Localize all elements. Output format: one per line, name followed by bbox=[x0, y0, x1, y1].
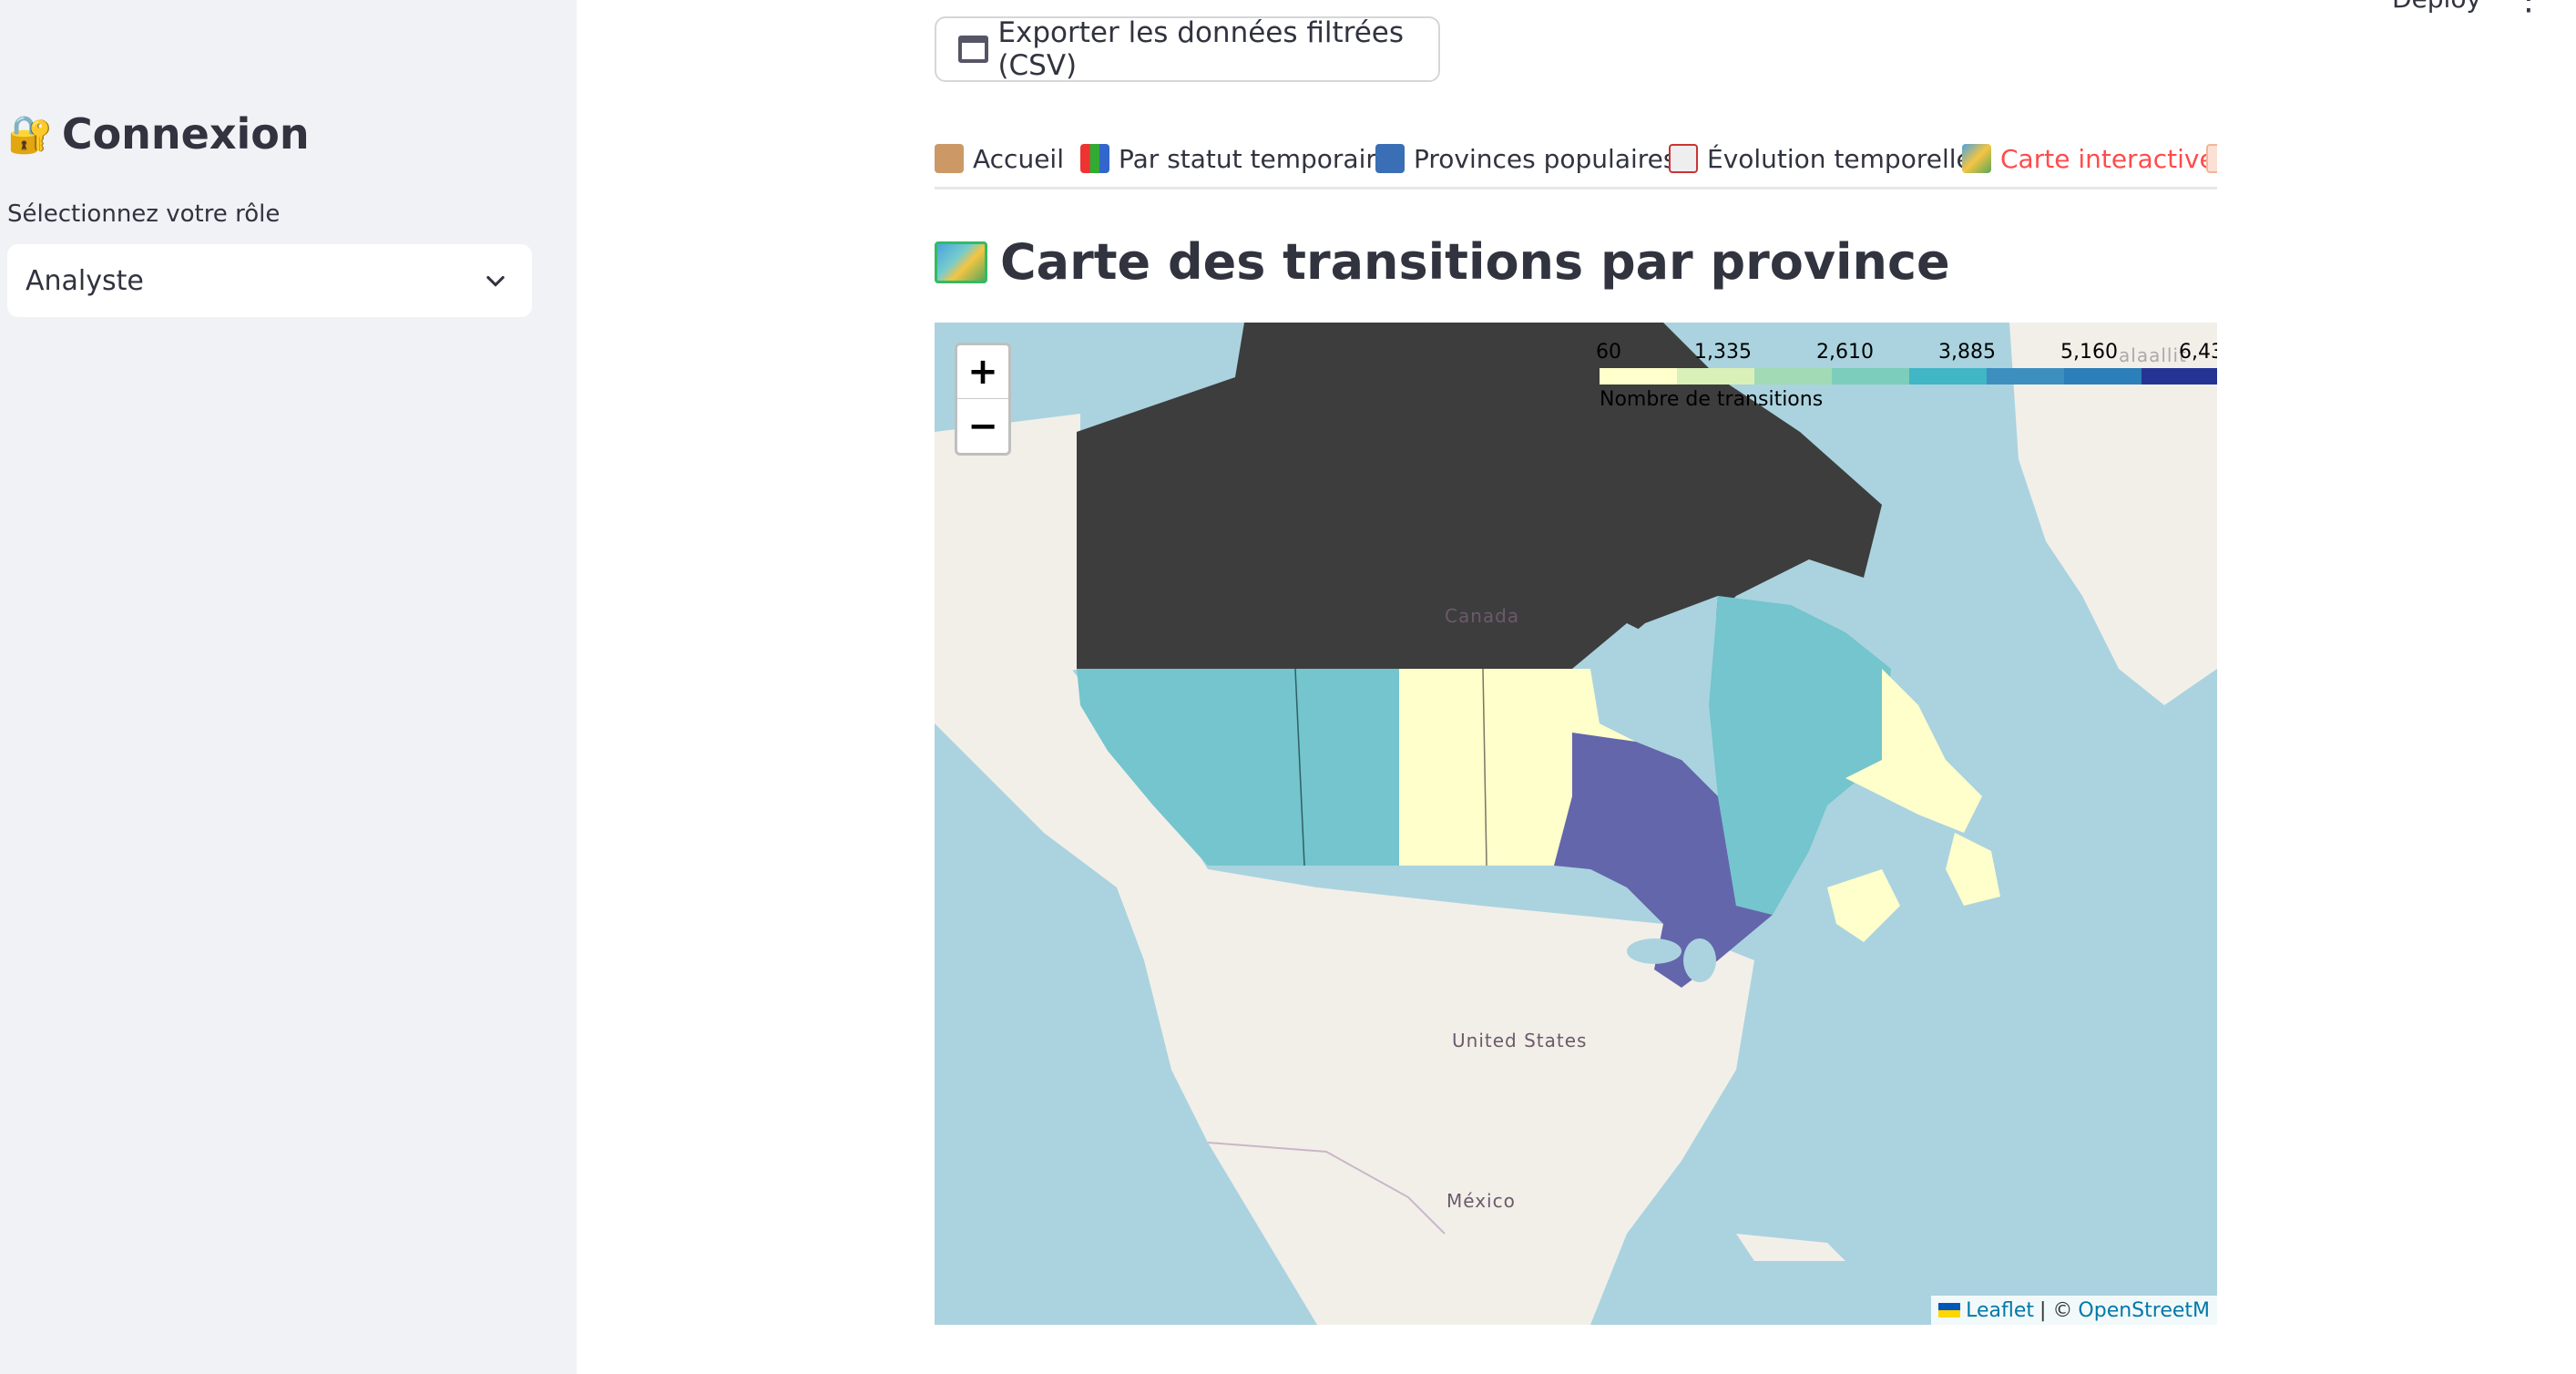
legend-color-bar bbox=[1600, 368, 2217, 385]
label-greenland-fragment: alaallit bbox=[2119, 344, 2187, 366]
role-select[interactable]: Analyste bbox=[7, 244, 532, 317]
legend-swatch bbox=[1832, 368, 1909, 385]
territories-region bbox=[1077, 323, 1882, 669]
sidebar: 🔐 Connexion Sélectionnez votre rôle Anal… bbox=[0, 0, 577, 1374]
login-title-text: Connexion bbox=[61, 109, 310, 159]
page-heading: Carte des transitions par province bbox=[935, 233, 1950, 291]
tab-evolution-label: Évolution temporelle bbox=[1707, 143, 1972, 174]
tab-provinces-populaires[interactable]: Provinces populaires bbox=[1375, 128, 1677, 187]
legend-swatch bbox=[1600, 368, 1677, 385]
legend-swatch bbox=[1677, 368, 1754, 385]
legend-swatch bbox=[1909, 368, 1987, 385]
zoom-in-button[interactable]: + bbox=[957, 345, 1008, 399]
ukraine-flag-icon bbox=[1938, 1303, 1961, 1318]
newfoundland-region bbox=[1946, 833, 2000, 906]
label-mexico: México bbox=[1446, 1190, 1516, 1212]
us-mexico-border bbox=[1207, 1142, 1446, 1235]
prairies-region bbox=[1399, 669, 1636, 866]
tab-carte-label: Carte interactive bbox=[2000, 143, 2215, 174]
map-icon bbox=[1962, 144, 1991, 173]
role-label: Sélectionnez votre rôle bbox=[7, 200, 281, 228]
tab-accueil-label: Accueil bbox=[973, 143, 1064, 174]
map-canvas bbox=[935, 323, 2217, 1325]
export-csv-button[interactable]: Exporter les données filtrées (CSV) bbox=[935, 16, 1440, 82]
bar-chart-icon bbox=[1080, 144, 1109, 173]
role-select-value: Analyste bbox=[26, 264, 144, 297]
line-chart-icon bbox=[1669, 144, 1698, 173]
city-icon bbox=[1375, 144, 1405, 173]
legend-swatch bbox=[2064, 368, 2142, 385]
legend-tick: 2,610 bbox=[1816, 341, 1874, 364]
legend-tick: 6,43 bbox=[2179, 341, 2217, 364]
label-canada: Canada bbox=[1445, 605, 1520, 627]
overflow-tab-icon bbox=[2206, 144, 2217, 173]
house-icon bbox=[935, 144, 964, 173]
interactive-map[interactable]: Canada United States México alaallit + −… bbox=[935, 323, 2217, 1325]
leaflet-link[interactable]: Leaflet bbox=[1966, 1298, 2034, 1322]
legend-tick: 5,160 bbox=[2060, 341, 2118, 364]
tab-provinces-label: Provinces populaires bbox=[1414, 143, 1677, 174]
map-attribution: Leaflet | © OpenStreetM bbox=[1931, 1296, 2217, 1325]
north-america-land bbox=[935, 432, 1754, 1325]
zoom-out-button[interactable]: − bbox=[967, 405, 998, 447]
arctic-islands bbox=[1317, 323, 1445, 423]
legend-swatch bbox=[2142, 368, 2217, 385]
tab-bar: Accueil Par statut temporaire Provinces … bbox=[935, 128, 2217, 190]
legend-caption: Nombre de transitions bbox=[1600, 388, 1824, 411]
openstreetmap-link[interactable]: OpenStreetM bbox=[2078, 1298, 2210, 1322]
tab-overflow[interactable] bbox=[2206, 128, 2217, 187]
zoom-control: + − bbox=[955, 343, 1011, 456]
deploy-button[interactable]: Deploy bbox=[2392, 0, 2481, 14]
hudson-bay-water bbox=[1590, 596, 1718, 760]
legend-swatch bbox=[1987, 368, 2064, 385]
labrador-region bbox=[1845, 669, 1982, 833]
legend-tick: 60 bbox=[1596, 341, 1621, 364]
tab-par-statut-label: Par statut temporaire bbox=[1119, 143, 1392, 174]
legend-swatch bbox=[1754, 368, 1832, 385]
more-menu-icon[interactable]: ⋮ bbox=[2512, 0, 2545, 17]
tab-accueil[interactable]: Accueil bbox=[935, 128, 1064, 187]
export-csv-label: Exporter les données filtrées (CSV) bbox=[997, 16, 1405, 82]
world-map-icon bbox=[935, 241, 987, 283]
tab-evolution-temporelle[interactable]: Évolution temporelle bbox=[1669, 128, 1972, 187]
maritimes-region bbox=[1827, 869, 1900, 942]
login-title: 🔐 Connexion bbox=[7, 109, 310, 159]
tab-carte-interactive[interactable]: Carte interactive bbox=[1962, 128, 2215, 187]
legend-ticks: 60 1,335 2,610 3,885 5,160 6,43 bbox=[1596, 341, 2217, 364]
attribution-separator: | © bbox=[2039, 1298, 2073, 1322]
legend-tick: 3,885 bbox=[1938, 341, 1996, 364]
tab-par-statut[interactable]: Par statut temporaire bbox=[1080, 128, 1392, 187]
alaska-land bbox=[935, 414, 1080, 687]
map-legend: 60 1,335 2,610 3,885 5,160 6,43 Nombre d… bbox=[1596, 341, 2217, 411]
bc-alberta-region bbox=[1077, 669, 1399, 866]
chevron-down-icon bbox=[486, 275, 505, 287]
legend-tick: 1,335 bbox=[1694, 341, 1752, 364]
lock-icon: 🔐 bbox=[7, 113, 53, 156]
quebec-region bbox=[1709, 596, 1891, 915]
page-heading-text: Carte des transitions par province bbox=[1000, 233, 1950, 291]
greenland-land bbox=[2009, 323, 2217, 705]
label-united-states: United States bbox=[1452, 1030, 1588, 1051]
caribbean-land bbox=[1736, 1234, 1845, 1261]
file-cabinet-icon bbox=[958, 36, 989, 63]
